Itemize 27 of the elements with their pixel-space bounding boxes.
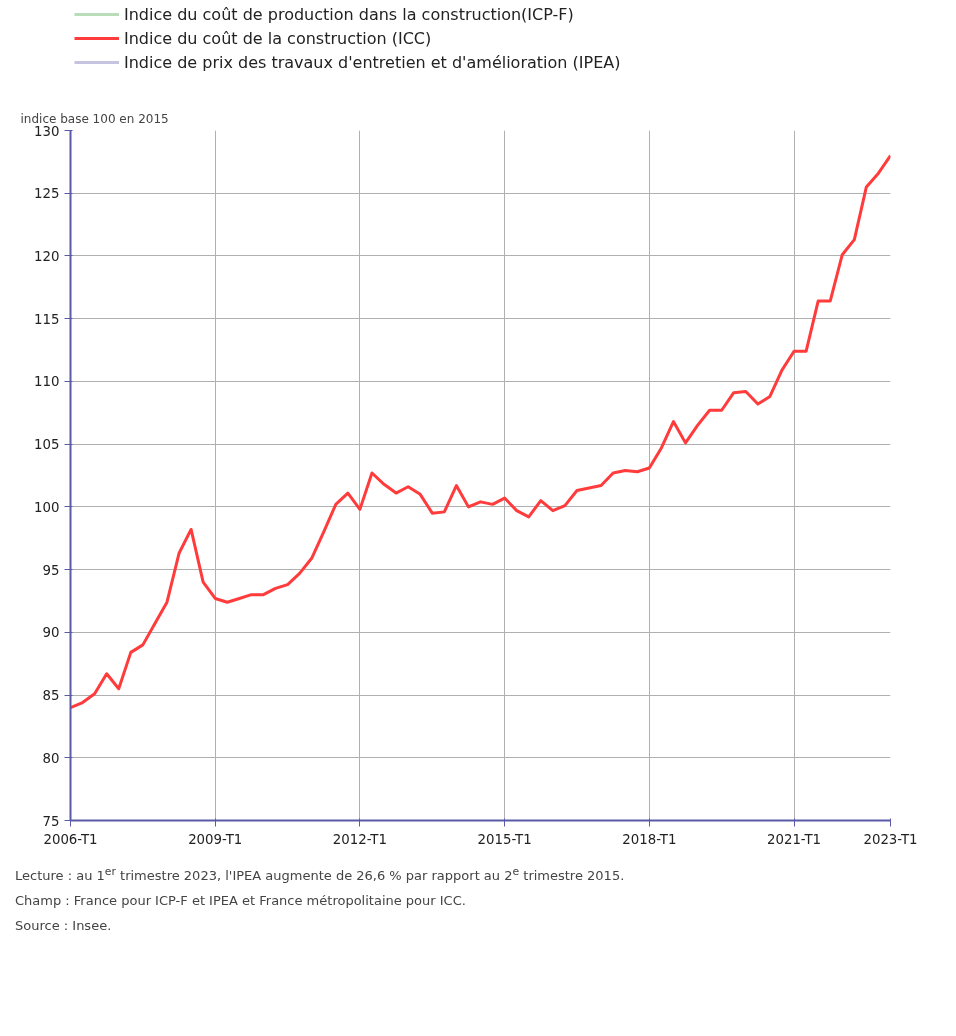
y-tick-label: 95: [42, 562, 60, 578]
x-tick-label: 2021-T1: [766, 831, 822, 847]
x-tick-label: 2006-T1: [43, 831, 98, 847]
legend-label: Indice du coût de production dans la construction(ICP-F): [124, 4, 574, 24]
y-tick-label: 80: [42, 750, 60, 766]
y-tick-label: 105: [34, 437, 60, 453]
legend-label: Indice du coût de la construction (ICC): [124, 28, 432, 48]
y-axis-title: indice base 100 en 2015: [20, 111, 169, 126]
y-tick-label: 130: [34, 123, 60, 139]
y-tick-label: 120: [34, 248, 60, 264]
x-tick-label: 2012-T1: [332, 831, 387, 847]
y-tick-label: 125: [34, 186, 60, 202]
y-tick-label: 85: [42, 688, 60, 704]
legend-label: Indice de prix des travaux d'entretien et d'amélioration (IPEA): [124, 52, 621, 72]
x-tick-label: 2018-T1: [622, 831, 677, 847]
x-tick-label: 2023-T1: [863, 831, 918, 847]
source-note: Source : Insee.: [15, 917, 112, 933]
y-tick-label: 75: [42, 813, 60, 829]
y-tick-label: 100: [34, 499, 60, 515]
y-tick-label: 110: [34, 374, 60, 390]
line-series: [70, 154, 891, 710]
x-tick-label: 2009-T1: [188, 831, 243, 847]
text: Lecture : au 1$^{er}$ trimestre 2023, l'IPEA augmente de 26,6 % par rapport au 2$^{e}$ trimestre 2015.: [15, 865, 625, 884]
x-tick-label: 2015-T1: [477, 831, 532, 847]
y-tick-label: 115: [34, 311, 60, 327]
text: Champ : France pour ICP-F et IPEA et France métropolitaine pour ICC.: [15, 893, 466, 909]
y-tick-label: 90: [42, 625, 60, 641]
